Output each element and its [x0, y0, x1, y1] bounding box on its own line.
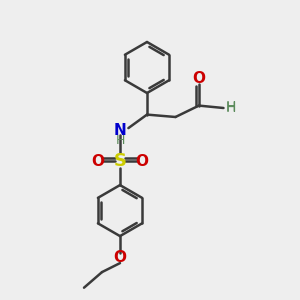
Text: O: O	[192, 71, 206, 86]
Text: H: H	[115, 134, 125, 147]
Text: H: H	[226, 101, 236, 115]
Text: S: S	[113, 152, 127, 170]
Text: N: N	[114, 123, 126, 138]
Text: O: O	[136, 154, 149, 169]
Text: O: O	[113, 250, 127, 266]
Text: H: H	[226, 100, 236, 114]
Text: O: O	[91, 154, 104, 169]
